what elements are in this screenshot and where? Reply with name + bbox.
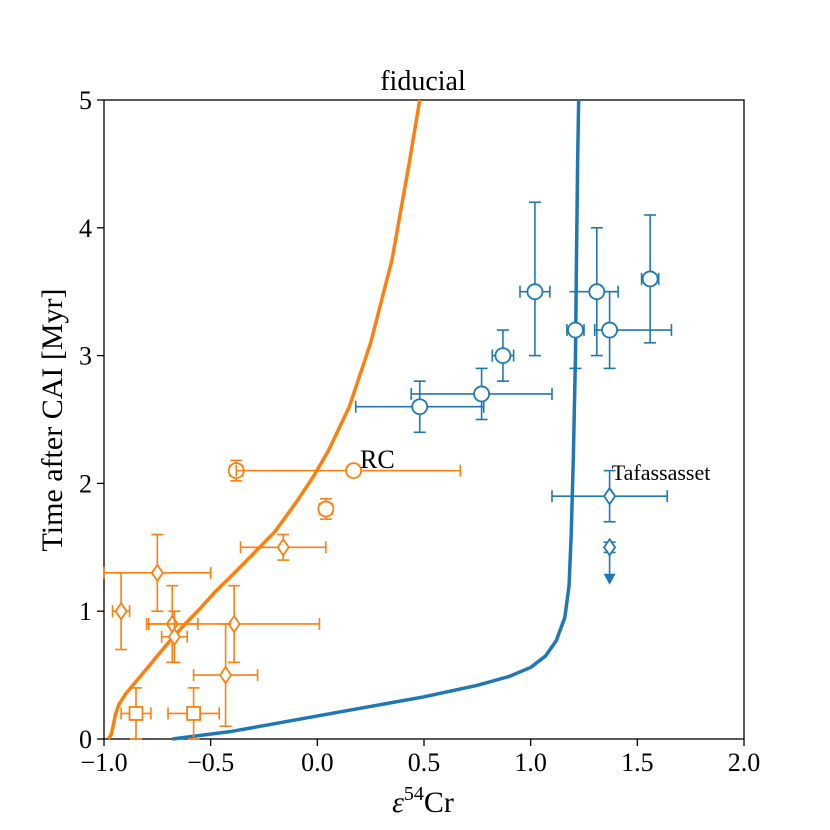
circle-marker [317, 500, 335, 518]
diamond-marker [114, 601, 128, 621]
chart-title: fiducial [380, 66, 466, 97]
blue-point [519, 201, 551, 357]
blue-point [354, 380, 485, 434]
diamond-marker [219, 665, 233, 685]
x-axis-label-symbol: ε [392, 786, 404, 819]
orange-point [235, 462, 462, 480]
annotation-rc: RC [360, 445, 395, 474]
y-tick-label: 5 [79, 86, 92, 115]
orange-curve [106, 99, 422, 740]
plot-frame [103, 99, 745, 740]
diamond-marker [167, 627, 181, 647]
annotation-tafassasset: Tafassasset [612, 460, 711, 485]
x-tick-label: 0.0 [301, 748, 334, 777]
x-axis-ticks: −1.0 −0.5 0.0 0.5 1.0 1.5 2.0 [80, 739, 760, 777]
x-tick-label: 0.5 [408, 748, 441, 777]
x-tick-label: 1.5 [621, 748, 654, 777]
blue-point [593, 290, 673, 370]
orange-point [317, 497, 335, 520]
points-layer [103, 201, 673, 740]
orange-point [239, 533, 327, 561]
square-marker [186, 706, 202, 721]
x-tick-label: −0.5 [187, 748, 234, 777]
blue-point [640, 214, 660, 344]
blue-point [551, 469, 669, 523]
blue-point [603, 537, 617, 585]
diamond-marker [276, 537, 290, 557]
diamond-marker [603, 537, 617, 557]
circle-marker [526, 283, 544, 301]
x-axis-label: ε54Cr [392, 783, 454, 819]
orange-point [160, 610, 188, 664]
x-tick-label: 2.0 [728, 748, 761, 777]
y-tick-label: 3 [79, 342, 92, 371]
orange-point [192, 623, 259, 728]
y-axis-label: Time after CAI [Myr] [36, 288, 69, 551]
diamond-marker [227, 614, 241, 634]
orange-point [148, 584, 321, 664]
y-tick-label: 0 [79, 725, 92, 754]
circle-marker [473, 385, 491, 403]
x-tick-label: 1.0 [514, 748, 547, 777]
blue-point [566, 290, 585, 370]
y-tick-label: 4 [79, 214, 92, 243]
circle-marker [494, 347, 512, 365]
plot-area: RC Tafassasset [103, 99, 745, 741]
orange-point [111, 572, 131, 651]
upper-limit-arrow [603, 573, 616, 585]
circle-marker [601, 321, 618, 339]
circle-marker [567, 321, 584, 339]
y-tick-label: 1 [79, 597, 92, 626]
x-axis-label-sup: 54 [404, 783, 424, 805]
blue-point [491, 329, 515, 382]
blue-curve [172, 99, 581, 741]
annotations-layer: RC Tafassasset [360, 445, 710, 485]
diamond-marker [603, 486, 617, 506]
orange-point [167, 687, 220, 740]
x-tick-label: −1.0 [80, 748, 127, 777]
circle-marker [345, 462, 363, 480]
square-marker [128, 706, 144, 721]
diamond-marker [150, 563, 164, 583]
orange-point [103, 533, 212, 613]
circle-marker [641, 270, 659, 288]
curves-layer [106, 99, 581, 741]
orange-point [120, 687, 152, 740]
y-axis-ticks: 0 1 2 3 4 5 [79, 86, 104, 754]
circle-marker [411, 398, 429, 416]
circle-marker [588, 283, 606, 301]
blue-point [410, 367, 553, 421]
x-axis-label-rest: Cr [424, 786, 454, 819]
y-tick-label: 2 [79, 469, 92, 498]
